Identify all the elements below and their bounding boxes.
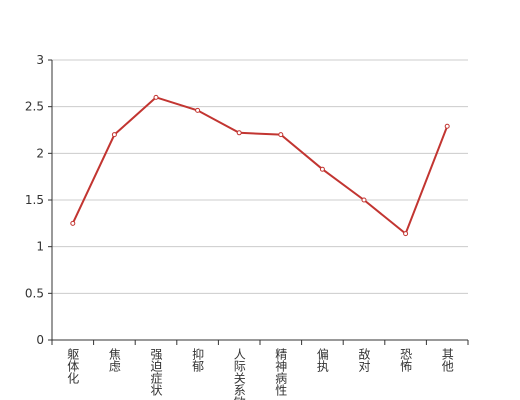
point <box>111 132 117 138</box>
y-tick-label: 2.5 <box>25 100 44 114</box>
x-tick-label: 强迫症状 <box>149 348 163 396</box>
x-tick-label: 敌对 <box>357 347 371 372</box>
point <box>236 130 242 136</box>
point <box>319 166 325 172</box>
point <box>361 197 367 203</box>
y-tick-label: 1 <box>36 240 44 254</box>
point <box>195 107 201 113</box>
x-tick-label: 偏执 <box>315 347 329 373</box>
x-tick-label: 其他 <box>440 348 454 372</box>
x-tick-label: 焦虑 <box>107 348 121 372</box>
point <box>403 231 409 237</box>
x-tick-label: 人际关系敏感 <box>232 348 246 400</box>
x-tick-label: 恐怖 <box>399 348 413 372</box>
x-tick-label: 躯体化 <box>66 347 80 385</box>
x-tick-label: 精神病性 <box>274 348 288 397</box>
y-tick-label: 2 <box>36 146 44 160</box>
x-tick-label: 抑郁 <box>191 347 205 373</box>
point <box>153 94 159 100</box>
point <box>444 123 450 129</box>
point <box>70 220 76 226</box>
y-tick-label: 0 <box>36 333 44 347</box>
point <box>278 132 284 138</box>
y-tick-label: 3 <box>36 53 44 67</box>
y-tick-label: 0.5 <box>25 286 44 300</box>
y-tick-label: 1.5 <box>25 193 44 207</box>
line <box>71 96 449 236</box>
